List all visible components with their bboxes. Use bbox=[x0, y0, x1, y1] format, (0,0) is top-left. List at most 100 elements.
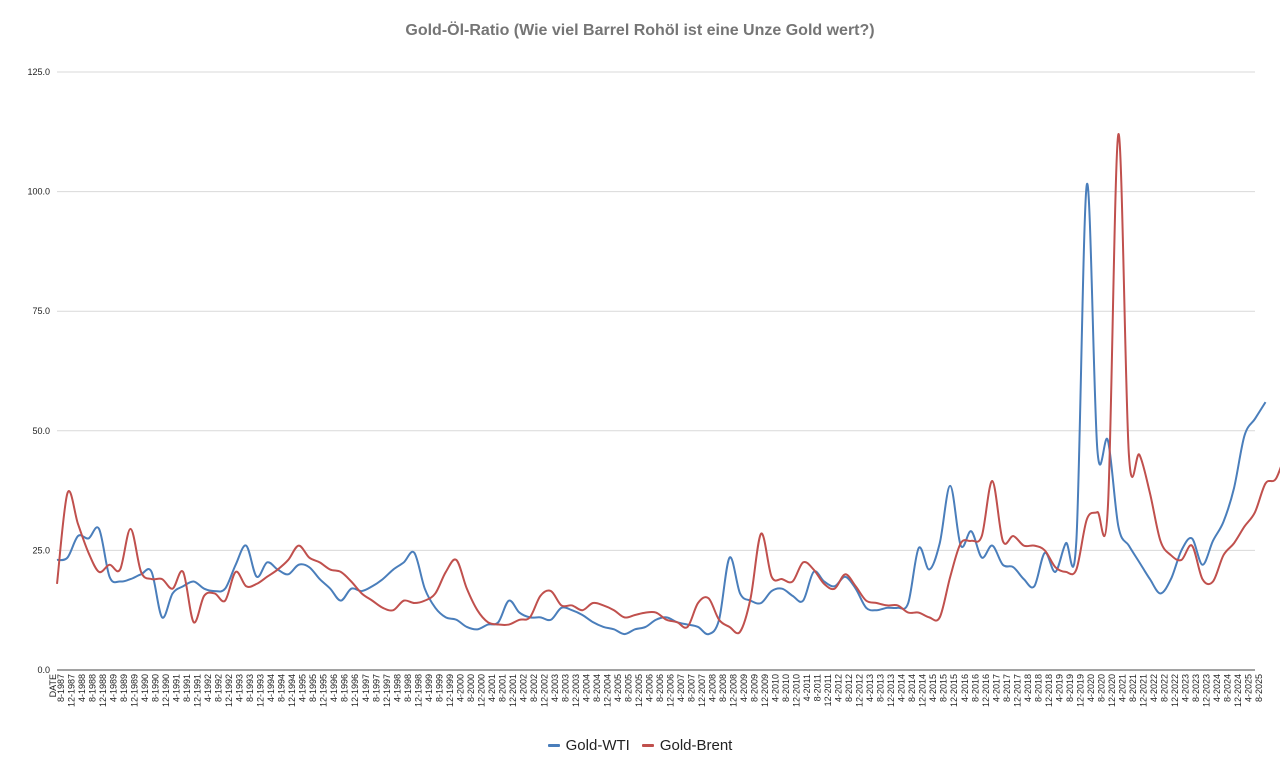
x-tick-label: 8-2007 bbox=[687, 674, 697, 702]
x-tick-label: DATE bbox=[48, 674, 58, 697]
x-tick-label: 12-2012 bbox=[855, 674, 865, 707]
x-tick-label: 8-1993 bbox=[245, 674, 255, 702]
x-tick-label: 8-2003 bbox=[560, 674, 570, 702]
x-tick-label: 4-2004 bbox=[581, 674, 591, 702]
x-tick-label: 8-2015 bbox=[939, 674, 949, 702]
legend-item-gold-brent[interactable]: Gold-Brent bbox=[641, 737, 733, 754]
x-tick-label: 12-1999 bbox=[445, 674, 455, 707]
x-tick-label: 12-2004 bbox=[602, 674, 612, 707]
x-tick-label: 4-2022 bbox=[1149, 674, 1159, 702]
x-tick-label: 8-2011 bbox=[813, 674, 823, 701]
x-tick-label: 12-2009 bbox=[760, 674, 770, 707]
x-tick-label: 8-1996 bbox=[340, 674, 350, 702]
x-tick-label: 12-2018 bbox=[1044, 674, 1054, 707]
x-tick-label: 4-1991 bbox=[172, 674, 182, 702]
series-lines bbox=[56, 133, 1280, 636]
x-tick-label: 8-2009 bbox=[750, 674, 760, 702]
x-tick-label: 12-2013 bbox=[886, 674, 896, 707]
x-tick-label: 4-2012 bbox=[834, 674, 844, 702]
x-tick-label: 4-2020 bbox=[1086, 674, 1096, 702]
x-tick-label: 4-1993 bbox=[235, 674, 245, 702]
x-tick-label: 12-2006 bbox=[666, 674, 676, 707]
x-tick-label: 4-1989 bbox=[109, 674, 119, 702]
y-tick-label: 25.0 bbox=[32, 545, 50, 555]
x-tick-label: 12-1987 bbox=[67, 674, 77, 707]
x-tick-label: 12-1995 bbox=[319, 674, 329, 707]
x-tick-label: 8-2006 bbox=[655, 674, 665, 702]
x-tick-label: 8-2020 bbox=[1096, 674, 1106, 702]
x-tick-label: 12-1998 bbox=[413, 674, 423, 707]
x-tick-label: 8-2008 bbox=[718, 674, 728, 702]
x-tick-label: 8-2014 bbox=[907, 674, 917, 702]
x-tick-label: 8-2010 bbox=[781, 674, 791, 702]
y-tick-label: 100.0 bbox=[27, 187, 50, 197]
x-tick-label: 8-1997 bbox=[371, 674, 381, 702]
x-tick-label: 12-1997 bbox=[382, 674, 392, 707]
x-tick-label: 12-2011 bbox=[823, 674, 833, 706]
x-tick-label: 8-2002 bbox=[529, 674, 539, 702]
x-tick-label: 12-2005 bbox=[634, 674, 644, 707]
x-tick-label: 12-2015 bbox=[949, 674, 959, 707]
x-tick-label: 4-2021 bbox=[1117, 674, 1127, 702]
x-tick-label: 8-1991 bbox=[182, 674, 192, 702]
x-tick-label: 4-1997 bbox=[361, 674, 371, 702]
x-tick-label: 4-2015 bbox=[928, 674, 938, 702]
x-tick-label: 12-2016 bbox=[981, 674, 991, 707]
x-tick-label: 4-2018 bbox=[1023, 674, 1033, 702]
x-tick-label: 8-2025 bbox=[1254, 674, 1264, 702]
x-tick-label: 4-1988 bbox=[77, 674, 87, 702]
x-tick-label: 12-1989 bbox=[130, 674, 140, 707]
x-tick-label: 12-2020 bbox=[1107, 674, 1117, 707]
x-tick-label: 4-2006 bbox=[644, 674, 654, 702]
x-tick-label: 12-2007 bbox=[697, 674, 707, 707]
x-tick-label: 8-1994 bbox=[277, 674, 287, 702]
x-tick-label: 4-2003 bbox=[550, 674, 560, 702]
x-tick-label: 4-2013 bbox=[865, 674, 875, 702]
x-tick-label: 4-2005 bbox=[613, 674, 623, 702]
x-tick-label: 12-1996 bbox=[350, 674, 360, 707]
x-tick-label: 8-2005 bbox=[623, 674, 633, 702]
x-tick-label: 12-1990 bbox=[161, 674, 171, 707]
x-tick-label: 8-1990 bbox=[151, 674, 161, 702]
x-tick-label: 4-2025 bbox=[1243, 674, 1253, 702]
x-tick-label: 4-2011 bbox=[802, 674, 812, 701]
x-tick-label: 12-2002 bbox=[539, 674, 549, 707]
x-tick-label: 12-1993 bbox=[256, 674, 266, 707]
x-tick-label: 4-2023 bbox=[1180, 674, 1190, 702]
x-tick-label: 12-2024 bbox=[1233, 674, 1243, 707]
legend-swatch-brent-icon bbox=[641, 744, 654, 747]
x-tick-label: 12-2019 bbox=[1075, 674, 1085, 707]
legend-label: Gold-Brent bbox=[659, 737, 733, 754]
x-tick-label: 12-2023 bbox=[1201, 674, 1211, 707]
x-tick-label: 4-1990 bbox=[140, 674, 150, 702]
x-tick-label: 4-2002 bbox=[518, 674, 528, 702]
x-tick-label: 12-2022 bbox=[1170, 674, 1180, 707]
series-line-gold-wti bbox=[56, 183, 1267, 636]
x-tick-label: 12-2017 bbox=[1012, 674, 1022, 707]
series-line-gold-brent bbox=[56, 133, 1280, 635]
x-tick-label: 8-1987 bbox=[56, 674, 66, 702]
y-tick-label: 50.0 bbox=[32, 426, 50, 436]
x-tick-label: 8-1999 bbox=[434, 674, 444, 702]
x-tick-label: 12-2008 bbox=[729, 674, 739, 707]
x-tick-label: 8-2001 bbox=[497, 674, 507, 702]
x-tick-label: 4-1998 bbox=[392, 674, 402, 702]
x-tick-label: 8-2021 bbox=[1128, 674, 1138, 702]
x-tick-label: 12-2001 bbox=[508, 674, 518, 707]
y-tick-label: 75.0 bbox=[32, 306, 50, 316]
legend-item-gold-wti[interactable]: Gold-WTI bbox=[547, 737, 630, 754]
x-tick-label: 12-1991 bbox=[193, 674, 203, 707]
y-axis-ticks: 0.0 25.0 50.0 75.0 100.0 125.0 bbox=[27, 67, 50, 675]
y-tick-label: 125.0 bbox=[27, 67, 50, 77]
x-tick-label: 4-2017 bbox=[991, 674, 1001, 702]
x-tick-label: 4-2010 bbox=[771, 674, 781, 702]
x-tick-label: 8-2024 bbox=[1222, 674, 1232, 702]
x-tick-label: 4-2019 bbox=[1054, 674, 1064, 702]
x-tick-label: 12-2003 bbox=[571, 674, 581, 707]
x-tick-label: 8-1988 bbox=[88, 674, 98, 702]
x-tick-label: 8-2000 bbox=[466, 674, 476, 702]
x-tick-label: 4-2009 bbox=[739, 674, 749, 702]
legend-swatch-wti-icon bbox=[547, 744, 560, 747]
